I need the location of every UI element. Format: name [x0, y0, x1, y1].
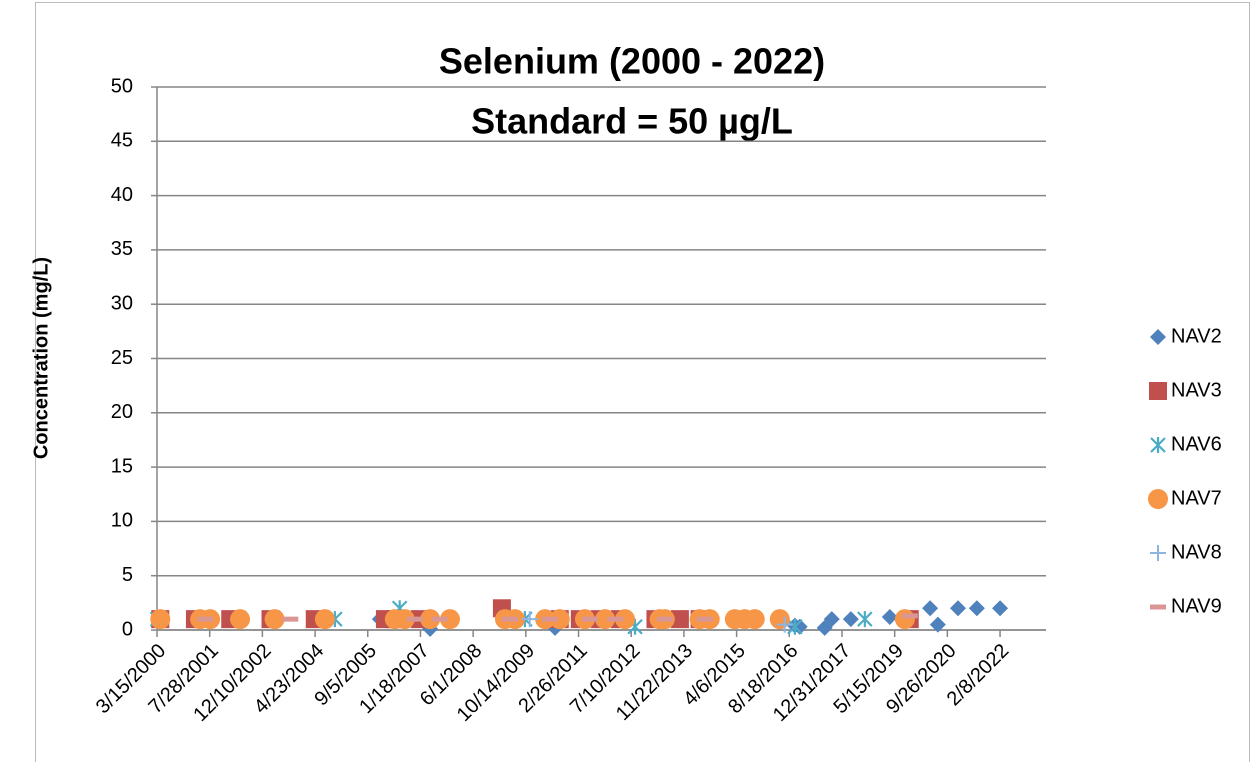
marker-dash	[406, 616, 423, 622]
chart-subtitle: Standard = 50 µg/L	[471, 101, 793, 142]
marker-square	[670, 610, 689, 629]
marker-dash	[656, 616, 673, 622]
marker-circle	[439, 609, 460, 630]
marker-circle	[769, 609, 790, 630]
legend-label: NAV8	[1171, 541, 1222, 563]
marker-plus	[776, 616, 793, 633]
marker-square	[1149, 382, 1167, 400]
marker-diamond	[929, 616, 946, 633]
y-tick-label: 45	[111, 130, 133, 152]
marker-circle	[230, 609, 251, 630]
y-tick-label: 5	[122, 564, 133, 586]
marker-circle	[420, 609, 441, 630]
marker-circle	[744, 609, 765, 630]
marker-diamond	[922, 600, 939, 617]
marker-asterisk	[857, 611, 873, 628]
legend-label: NAV3	[1171, 379, 1222, 401]
marker-diamond	[823, 611, 840, 628]
y-tick-label: 15	[111, 455, 133, 477]
marker-diamond	[881, 608, 898, 625]
y-tick-label: 35	[111, 238, 133, 260]
y-tick-label: 30	[111, 292, 133, 314]
marker-dash	[501, 616, 518, 622]
marker-dash	[901, 613, 918, 619]
legend-label: NAV2	[1171, 325, 1222, 347]
marker-circle	[894, 609, 915, 630]
marker-diamond	[1150, 329, 1166, 345]
legend-label: NAV7	[1171, 487, 1222, 509]
marker-dash	[541, 616, 558, 622]
legend-label: NAV6	[1171, 433, 1222, 455]
marker-dash	[1150, 604, 1166, 610]
y-tick-label: 50	[111, 75, 133, 97]
chart-frame	[35, 2, 1250, 762]
marker-diamond	[842, 611, 859, 628]
marker-circle	[549, 609, 570, 630]
y-axis-label: Concentration (mg/L)	[30, 257, 52, 459]
marker-circle	[595, 609, 616, 630]
marker-circle	[314, 609, 335, 630]
marker-diamond	[950, 600, 967, 617]
marker-circle	[615, 609, 636, 630]
legend-label: NAV9	[1171, 595, 1222, 617]
marker-plus	[521, 611, 538, 628]
marker-dash	[431, 616, 448, 622]
marker-circle	[264, 609, 285, 630]
marker-diamond	[968, 600, 985, 617]
marker-plus	[1150, 545, 1166, 561]
marker-dash	[607, 616, 624, 622]
marker-dash	[282, 616, 299, 622]
marker-circle	[394, 609, 415, 630]
marker-dash	[696, 616, 713, 622]
marker-dash	[582, 616, 599, 622]
marker-circle	[150, 609, 171, 630]
chart-title: Selenium (2000 - 2022)	[439, 41, 825, 82]
marker-dash	[197, 616, 214, 622]
y-tick-label: 40	[111, 184, 133, 206]
marker-asterisk	[1150, 437, 1166, 453]
marker-circle	[1148, 489, 1168, 509]
y-tick-label: 0	[122, 618, 133, 640]
marker-diamond	[992, 600, 1009, 617]
y-tick-label: 20	[111, 401, 133, 423]
marker-asterisk	[787, 618, 803, 635]
y-tick-label: 25	[111, 347, 133, 369]
y-tick-label: 10	[111, 510, 133, 532]
